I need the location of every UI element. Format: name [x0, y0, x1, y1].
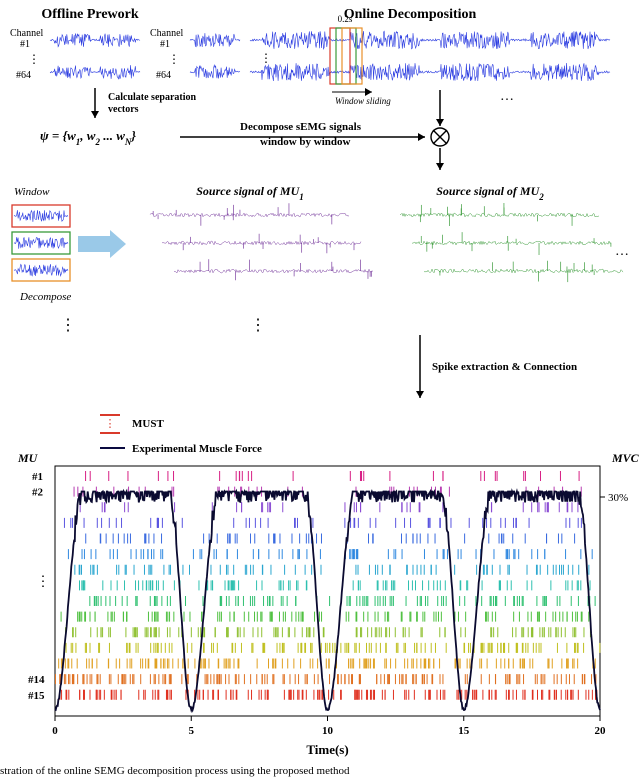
svg-text:MUST: MUST — [132, 418, 164, 430]
svg-text:#1: #1 — [160, 39, 170, 50]
svg-text:0: 0 — [52, 725, 58, 737]
svg-text:⋮: ⋮ — [36, 574, 50, 589]
svg-text:⋮: ⋮ — [250, 317, 266, 334]
svg-text:Time(s): Time(s) — [306, 742, 348, 757]
figure-caption: stration of the online SEMG decompositio… — [0, 765, 350, 777]
svg-text:Online Decomposition: Online Decomposition — [344, 7, 477, 22]
svg-text:MU: MU — [17, 451, 39, 465]
figure-root: Offline Prework Online Decomposition Chann… — [0, 0, 640, 779]
svg-text:15: 15 — [458, 725, 470, 737]
svg-text:⋮: ⋮ — [105, 418, 116, 430]
svg-text:Window: Window — [14, 186, 50, 198]
svg-text:#2: #2 — [32, 487, 44, 499]
svg-text:⋮: ⋮ — [28, 52, 40, 66]
svg-text:#64: #64 — [156, 70, 171, 81]
svg-text:20: 20 — [595, 725, 607, 737]
svg-text:Calculate separation: Calculate separation — [108, 92, 196, 103]
svg-text:#14: #14 — [28, 674, 45, 686]
svg-text:Source signal of MU2: Source signal of MU2 — [436, 184, 544, 202]
svg-text:⋮: ⋮ — [260, 51, 272, 65]
svg-text:#15: #15 — [28, 690, 45, 702]
svg-text:window by window: window by window — [260, 136, 351, 148]
svg-text:10: 10 — [322, 725, 334, 737]
svg-text:⋮: ⋮ — [60, 317, 76, 334]
svg-text:Source signal of MU1: Source signal of MU1 — [196, 184, 304, 202]
svg-text:ψ = {w1, w2 ... wN}: ψ = {w1, w2 ... wN} — [40, 128, 136, 147]
svg-text:Experimental Muscle Force: Experimental Muscle Force — [132, 443, 262, 455]
svg-text:Channel: Channel — [10, 28, 44, 39]
figure-svg: Offline Prework Online Decomposition Chann… — [0, 0, 640, 760]
svg-text:Decompose sEMG signals: Decompose sEMG signals — [240, 121, 362, 133]
svg-text:Channel: Channel — [150, 28, 184, 39]
svg-text:#1: #1 — [20, 39, 30, 50]
svg-text:…: … — [615, 244, 629, 259]
svg-text:⋮: ⋮ — [168, 52, 180, 66]
svg-text:Window sliding: Window sliding — [335, 96, 391, 106]
svg-text:30%: 30% — [608, 492, 628, 504]
svg-text:…: … — [500, 89, 514, 104]
svg-text:vectors: vectors — [108, 104, 139, 115]
svg-text:5: 5 — [189, 725, 195, 737]
svg-text:0.2s: 0.2s — [338, 14, 353, 24]
svg-text:MVC: MVC — [611, 451, 640, 465]
svg-text:#64: #64 — [16, 70, 31, 81]
svg-text:Spike extraction & Connection: Spike extraction & Connection — [432, 361, 577, 373]
svg-text:Offline Prework: Offline Prework — [41, 7, 139, 22]
svg-text:#1: #1 — [32, 471, 43, 483]
svg-text:Decompose: Decompose — [19, 291, 71, 303]
